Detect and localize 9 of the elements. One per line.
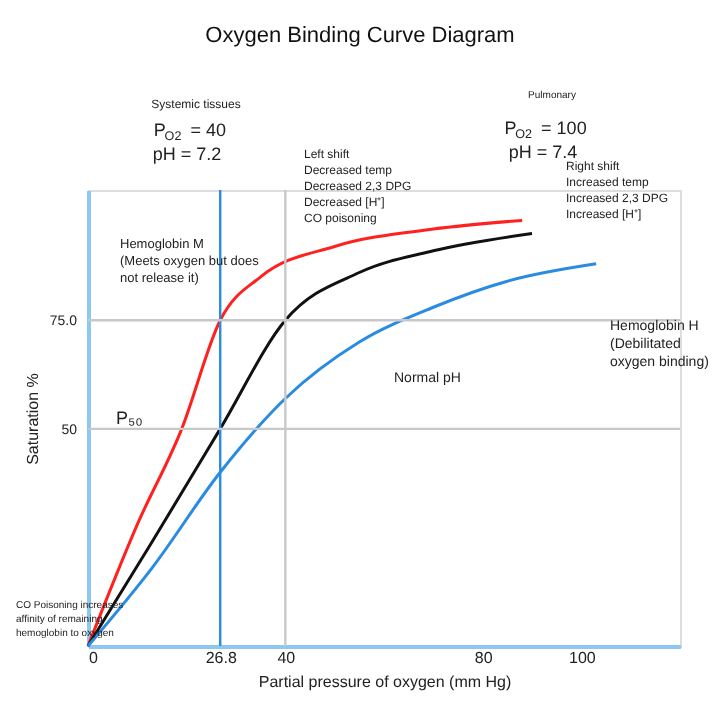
x-tick-label: 0 [89, 649, 99, 667]
chart-title: Oxygen Binding Curve Diagram [205, 24, 515, 48]
x-tick-label: 40 [277, 649, 297, 667]
y-axis-title: Saturation % [23, 373, 42, 465]
x-axis-title: Partial pressure of oxygen (mm Hg) [258, 673, 512, 691]
x-tick-label: 26.8 [205, 649, 238, 667]
annotation: P₅₀ [116, 408, 144, 428]
x-tick-label: 100 [568, 649, 597, 667]
x-tick-label: 80 [474, 649, 494, 667]
